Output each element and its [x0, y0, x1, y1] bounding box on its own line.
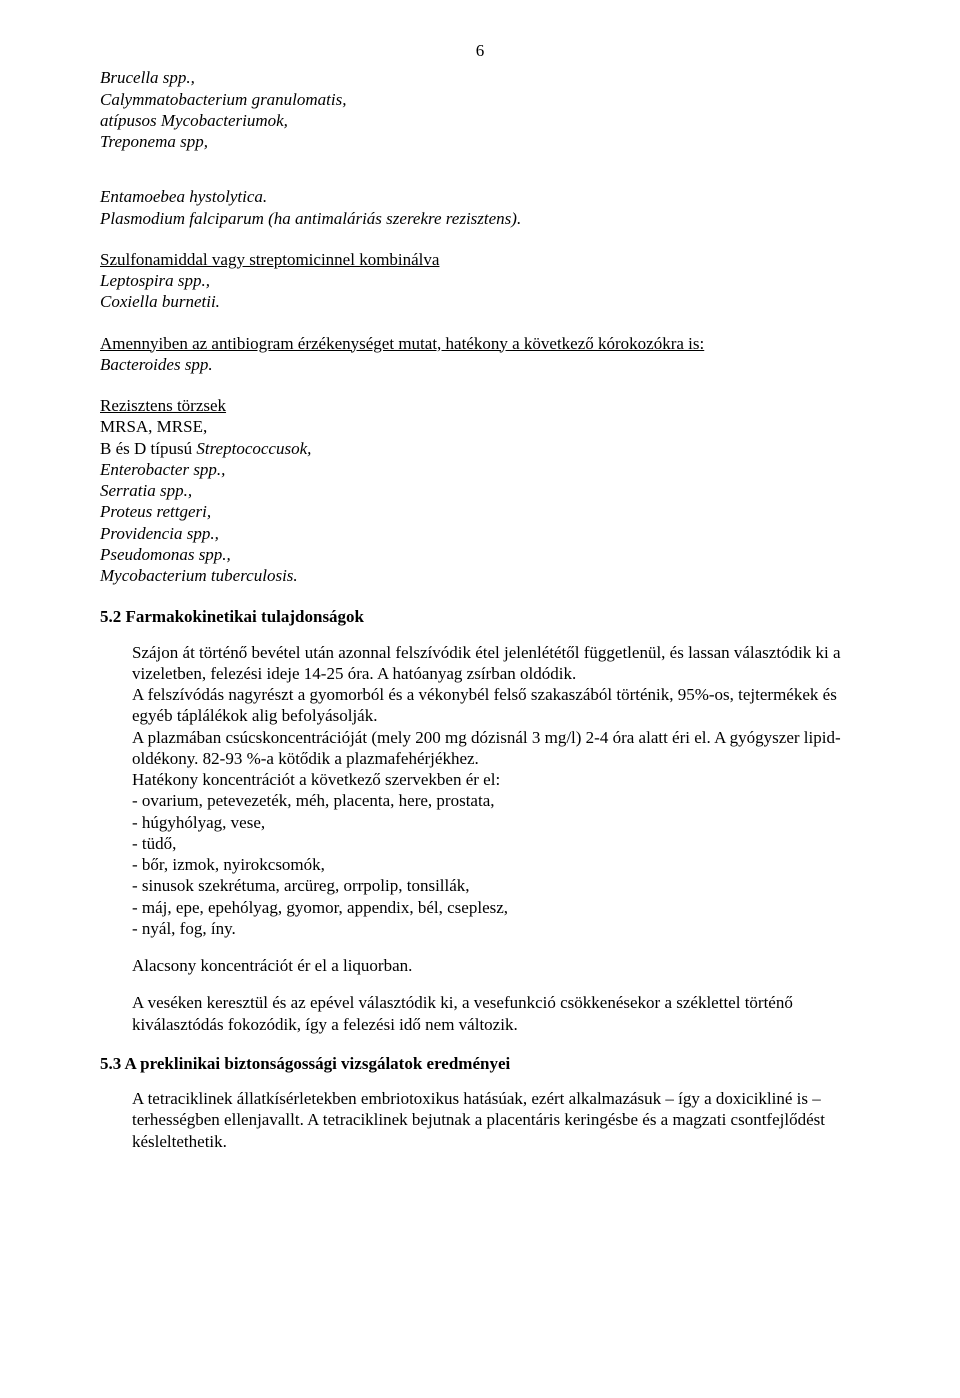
- paragraph: Hatékony koncentrációt a következő szerv…: [132, 769, 860, 790]
- list-item: - bőr, izmok, nyirokcsomók,: [132, 854, 860, 875]
- organ-list: - ovarium, petevezeték, méh, placenta, h…: [132, 790, 860, 939]
- list-item: Treponema spp,: [100, 131, 860, 152]
- list-item: atípusos Mycobacteriumok,: [100, 110, 860, 131]
- rezisztens-block: Rezisztens törzsek MRSA, MRSE, B és D tí…: [100, 395, 860, 586]
- antibiogram-block: Amennyiben az antibiogram érzékenységet …: [100, 333, 860, 376]
- section-5-3-heading: 5.3 A preklinikai biztonságossági vizsgá…: [100, 1053, 860, 1074]
- top-species-list: Brucella spp., Calymmatobacterium granul…: [100, 67, 860, 152]
- list-item: Proteus rettgeri,: [100, 501, 860, 522]
- page-container: 6 Brucella spp., Calymmatobacterium gran…: [0, 0, 960, 1398]
- subheading: Rezisztens törzsek: [100, 395, 860, 416]
- list-item: Coxiella burnetii.: [100, 291, 860, 312]
- label-prefix: B és D típusú: [100, 439, 196, 458]
- subheading: Szulfonamiddal vagy streptomicinnel komb…: [100, 249, 860, 270]
- list-item: Pseudomonas spp.,: [100, 544, 860, 565]
- list-item: Brucella spp.,: [100, 67, 860, 88]
- list-item: Plasmodium falciparum (ha antimaláriás s…: [100, 208, 860, 229]
- list-item: Serratia spp.,: [100, 480, 860, 501]
- page-number: 6: [100, 40, 860, 61]
- paragraph: A veséken keresztül és az epével választ…: [132, 992, 860, 1035]
- label-suffix: Streptococcusok,: [196, 439, 311, 458]
- list-item: - sinusok szekrétuma, arcüreg, orrpolip,…: [132, 875, 860, 896]
- list-item: - nyál, fog, íny.: [132, 918, 860, 939]
- list-item: Calymmatobacterium granulomatis,: [100, 89, 860, 110]
- section-5-2-body: Szájon át történő bevétel után azonnal f…: [132, 642, 860, 1035]
- list-item: - ovarium, petevezeték, méh, placenta, h…: [132, 790, 860, 811]
- list-item: Entamoebea hystolytica.: [100, 186, 860, 207]
- subheading: Amennyiben az antibiogram érzékenységet …: [100, 333, 860, 354]
- list-item: B és D típusú Streptococcusok,: [100, 438, 860, 459]
- szulfonamid-block: Szulfonamiddal vagy streptomicinnel komb…: [100, 249, 860, 313]
- list-item: Leptospira spp.,: [100, 270, 860, 291]
- paragraph: A felszívódás nagyrészt a gyomorból és a…: [132, 684, 860, 727]
- section-5-3-body: A tetraciklinek állatkísérletekben embri…: [132, 1088, 860, 1152]
- list-item: MRSA, MRSE,: [100, 416, 860, 437]
- entamoeba-block: Entamoebea hystolytica. Plasmodium falci…: [100, 186, 860, 229]
- paragraph: A plazmában csúcskoncentrációját (mely 2…: [132, 727, 860, 770]
- paragraph: Szájon át történő bevétel után azonnal f…: [132, 642, 860, 685]
- list-item: Enterobacter spp.,: [100, 459, 860, 480]
- section-5-2-heading: 5.2 Farmakokinetikai tulajdonságok: [100, 606, 860, 627]
- list-item: Bacteroides spp.: [100, 354, 860, 375]
- list-item: Providencia spp.,: [100, 523, 860, 544]
- list-item: - máj, epe, epehólyag, gyomor, appendix,…: [132, 897, 860, 918]
- paragraph: A tetraciklinek állatkísérletekben embri…: [132, 1088, 860, 1152]
- list-item: - húgyhólyag, vese,: [132, 812, 860, 833]
- list-item: Mycobacterium tuberculosis.: [100, 565, 860, 586]
- paragraph: Alacsony koncentrációt ér el a liquorban…: [132, 955, 860, 976]
- list-item: - tüdő,: [132, 833, 860, 854]
